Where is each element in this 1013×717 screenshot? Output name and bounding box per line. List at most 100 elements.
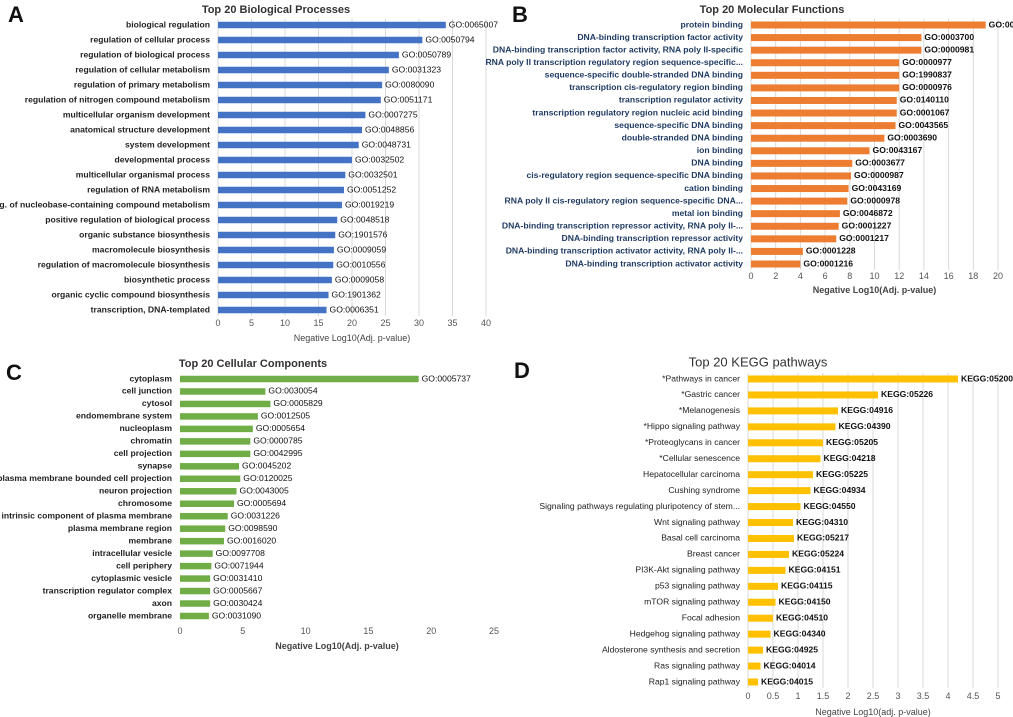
bar-label: GO:0032501	[348, 169, 397, 179]
bar	[751, 84, 900, 92]
bar-label: GO:0006351	[330, 304, 379, 314]
bar-label: GO:0009059	[337, 244, 386, 254]
x-tick-label: 15	[363, 626, 373, 636]
bar	[751, 260, 801, 268]
category-label: Hepatocellular carcinoma	[643, 469, 740, 479]
category-label: DNA-binding transcription repressor acti…	[562, 233, 744, 243]
category-label: regulation of cellular metabolism	[75, 64, 210, 74]
bar	[180, 438, 251, 445]
bar-label: GO:0005654	[256, 423, 305, 433]
category-label: organic substance biosynthesis	[79, 229, 210, 239]
x-tick-label: 20	[426, 626, 436, 636]
bar-label: GO:1901576	[338, 229, 387, 239]
bar-label: GO:1901362	[332, 289, 381, 299]
bar-label: KEGG:04550	[804, 501, 856, 511]
category-label: *Gastric cancer	[681, 389, 740, 399]
bar-label: KEGG:04916	[841, 405, 893, 415]
bar	[218, 81, 383, 89]
x-tick-label: 5	[995, 691, 1000, 701]
x-tick-label: 2	[845, 691, 850, 701]
category-label: plasma membrane bounded cell projection	[0, 473, 172, 483]
bar-label: GO:0000977	[902, 57, 952, 67]
bar-label: GO:0031226	[231, 510, 280, 520]
category-label: endomembrane system	[76, 411, 172, 421]
bar	[751, 197, 848, 205]
bar-label: GO:0001228	[806, 246, 856, 256]
panel-letter: D	[514, 358, 530, 383]
bar-label: GO:0005667	[213, 585, 262, 595]
panel-d: D Top 20 KEGG pathways *Pathways in cancer…	[506, 352, 1013, 717]
category-label: Rap1 signaling pathway	[649, 676, 741, 686]
bar	[748, 630, 771, 638]
category-label: regulation of nitrogen compound metaboli…	[25, 94, 211, 104]
bar-label: GO:0003677	[855, 158, 905, 168]
x-tick-label: 40	[481, 318, 491, 328]
bar-label: KEGG:05205	[826, 437, 878, 447]
x-tick-label: 16	[944, 271, 954, 281]
bar-label: GO:0001067	[900, 107, 950, 117]
category-label: cell junction	[122, 386, 172, 396]
bar	[751, 122, 896, 130]
category-label: sequence-specific DNA binding	[614, 120, 743, 130]
panel-c: C Top 20 Cellular Components cytoplasm GO:0…	[0, 352, 506, 717]
x-tick-label: 0	[745, 691, 750, 701]
bar	[218, 261, 334, 269]
category-label: Breast cancer	[687, 549, 740, 559]
x-tick-label: 12	[894, 271, 904, 281]
category-label: regulation of biological process	[80, 49, 210, 59]
bar	[748, 678, 758, 686]
bar	[748, 614, 773, 622]
bar-label: GO:0003690	[887, 132, 937, 142]
category-label: cell periphery	[116, 560, 172, 570]
bar-label: KEGG:04151	[789, 565, 841, 575]
x-tick-label: 5	[240, 626, 245, 636]
x-axis-title: Negative Log10(Adj. p-value)	[813, 285, 937, 295]
bar	[218, 51, 399, 59]
bar	[751, 96, 897, 104]
category-label: transcription regulator complex	[43, 585, 173, 595]
panel-a: A Top 20 Biological Processes biological r…	[0, 0, 506, 352]
bar	[218, 21, 446, 29]
bar	[748, 662, 761, 670]
bar	[180, 388, 266, 395]
category-label: organelle membrane	[88, 610, 172, 620]
bar-label: KEGG:05224	[792, 549, 844, 559]
category-label: ion binding	[697, 145, 743, 155]
bar	[180, 450, 251, 458]
category-label: Aldosterone synthesis and secretion	[602, 644, 740, 654]
bar-label: GO:0001217	[839, 233, 889, 243]
category-label: developmental process	[114, 154, 210, 164]
bar-label: KEGG:04310	[796, 517, 848, 527]
category-label: chromatin	[130, 436, 172, 446]
x-tick-label: 10	[301, 626, 311, 636]
category-label: metal ion binding	[672, 208, 743, 218]
x-tick-label: 18	[968, 271, 978, 281]
chart-kegg-pathways: D Top 20 KEGG pathways *Pathways in cancer…	[514, 354, 1013, 717]
bar-label: GO:0065007	[449, 19, 498, 29]
category-label: positive regulation of biological proces…	[45, 214, 210, 224]
bar-label: GO:0012505	[261, 411, 310, 421]
category-label: PI3K-Akt signaling pathway	[635, 565, 740, 575]
bar-label: GO:0005829	[273, 398, 322, 408]
bar	[180, 475, 241, 483]
x-tick-label: 20	[347, 318, 357, 328]
bar	[218, 186, 344, 194]
category-label: intrinsic component of plasma membrane	[2, 510, 173, 520]
category-label: *Cellular senescence	[659, 453, 740, 463]
bar	[751, 59, 900, 67]
bar	[218, 216, 338, 224]
x-tick-label: 10	[869, 271, 879, 281]
bar-label: KEGG:05225	[816, 469, 868, 479]
bar-label: GO:0000785	[253, 436, 302, 446]
panel-letter: B	[512, 2, 528, 27]
category-label: membrane	[129, 535, 173, 545]
bar	[751, 34, 922, 42]
bar	[748, 487, 811, 495]
category-label: biosynthetic process	[124, 274, 210, 284]
bar	[180, 612, 209, 620]
bar	[218, 291, 329, 299]
bar-label: GO:0000978	[850, 195, 900, 205]
category-label: sequence-specific double-stranded DNA bi…	[545, 70, 743, 80]
bar-label: KEGG:05200	[961, 373, 1013, 383]
bar	[751, 147, 870, 155]
